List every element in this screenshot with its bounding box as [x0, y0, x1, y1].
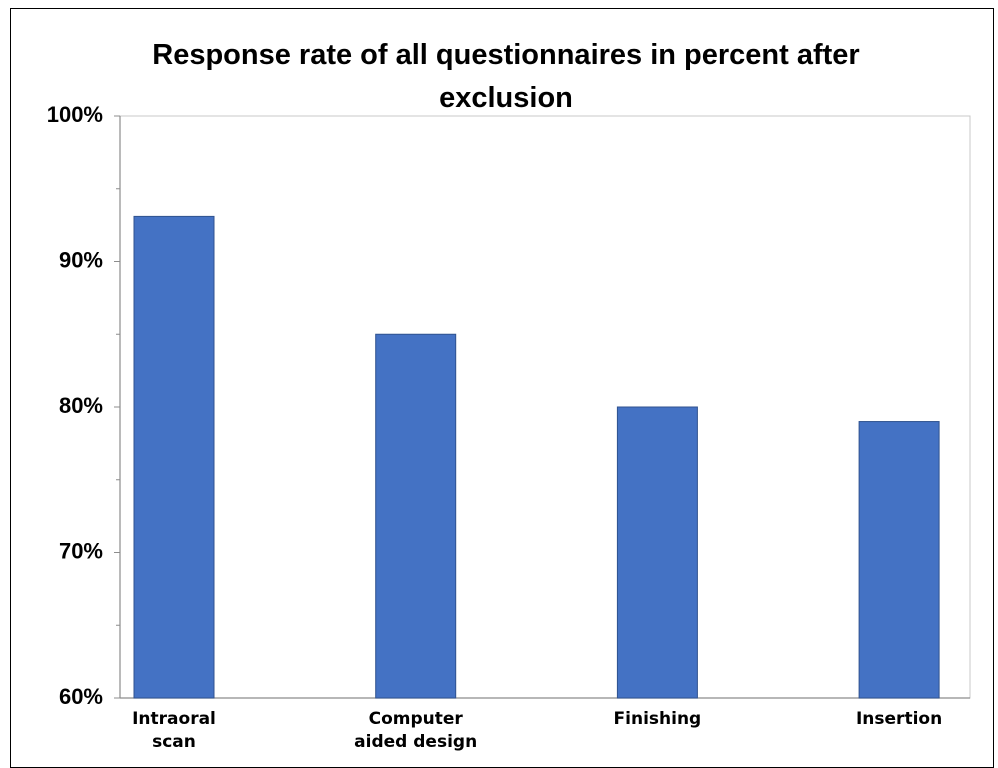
y-tick-label: 90% — [59, 247, 103, 272]
x-tick-label: Intraoral scan — [132, 709, 216, 752]
y-tick-label: 100% — [47, 102, 103, 127]
bar — [858, 421, 940, 699]
x-tick-label: Finishing — [613, 709, 702, 729]
x-tick-label: Computer aided design — [354, 709, 478, 752]
bar — [616, 406, 698, 699]
bar — [375, 333, 457, 699]
plot-area — [119, 115, 971, 699]
y-tick-label: 70% — [59, 538, 103, 563]
y-tick-label: 60% — [59, 684, 103, 709]
y-tick-label: 80% — [59, 393, 103, 418]
x-tick-label: Insertion — [855, 709, 943, 729]
bar — [133, 215, 215, 699]
chart-title: Response rate of all questionnaires in p… — [152, 39, 860, 114]
